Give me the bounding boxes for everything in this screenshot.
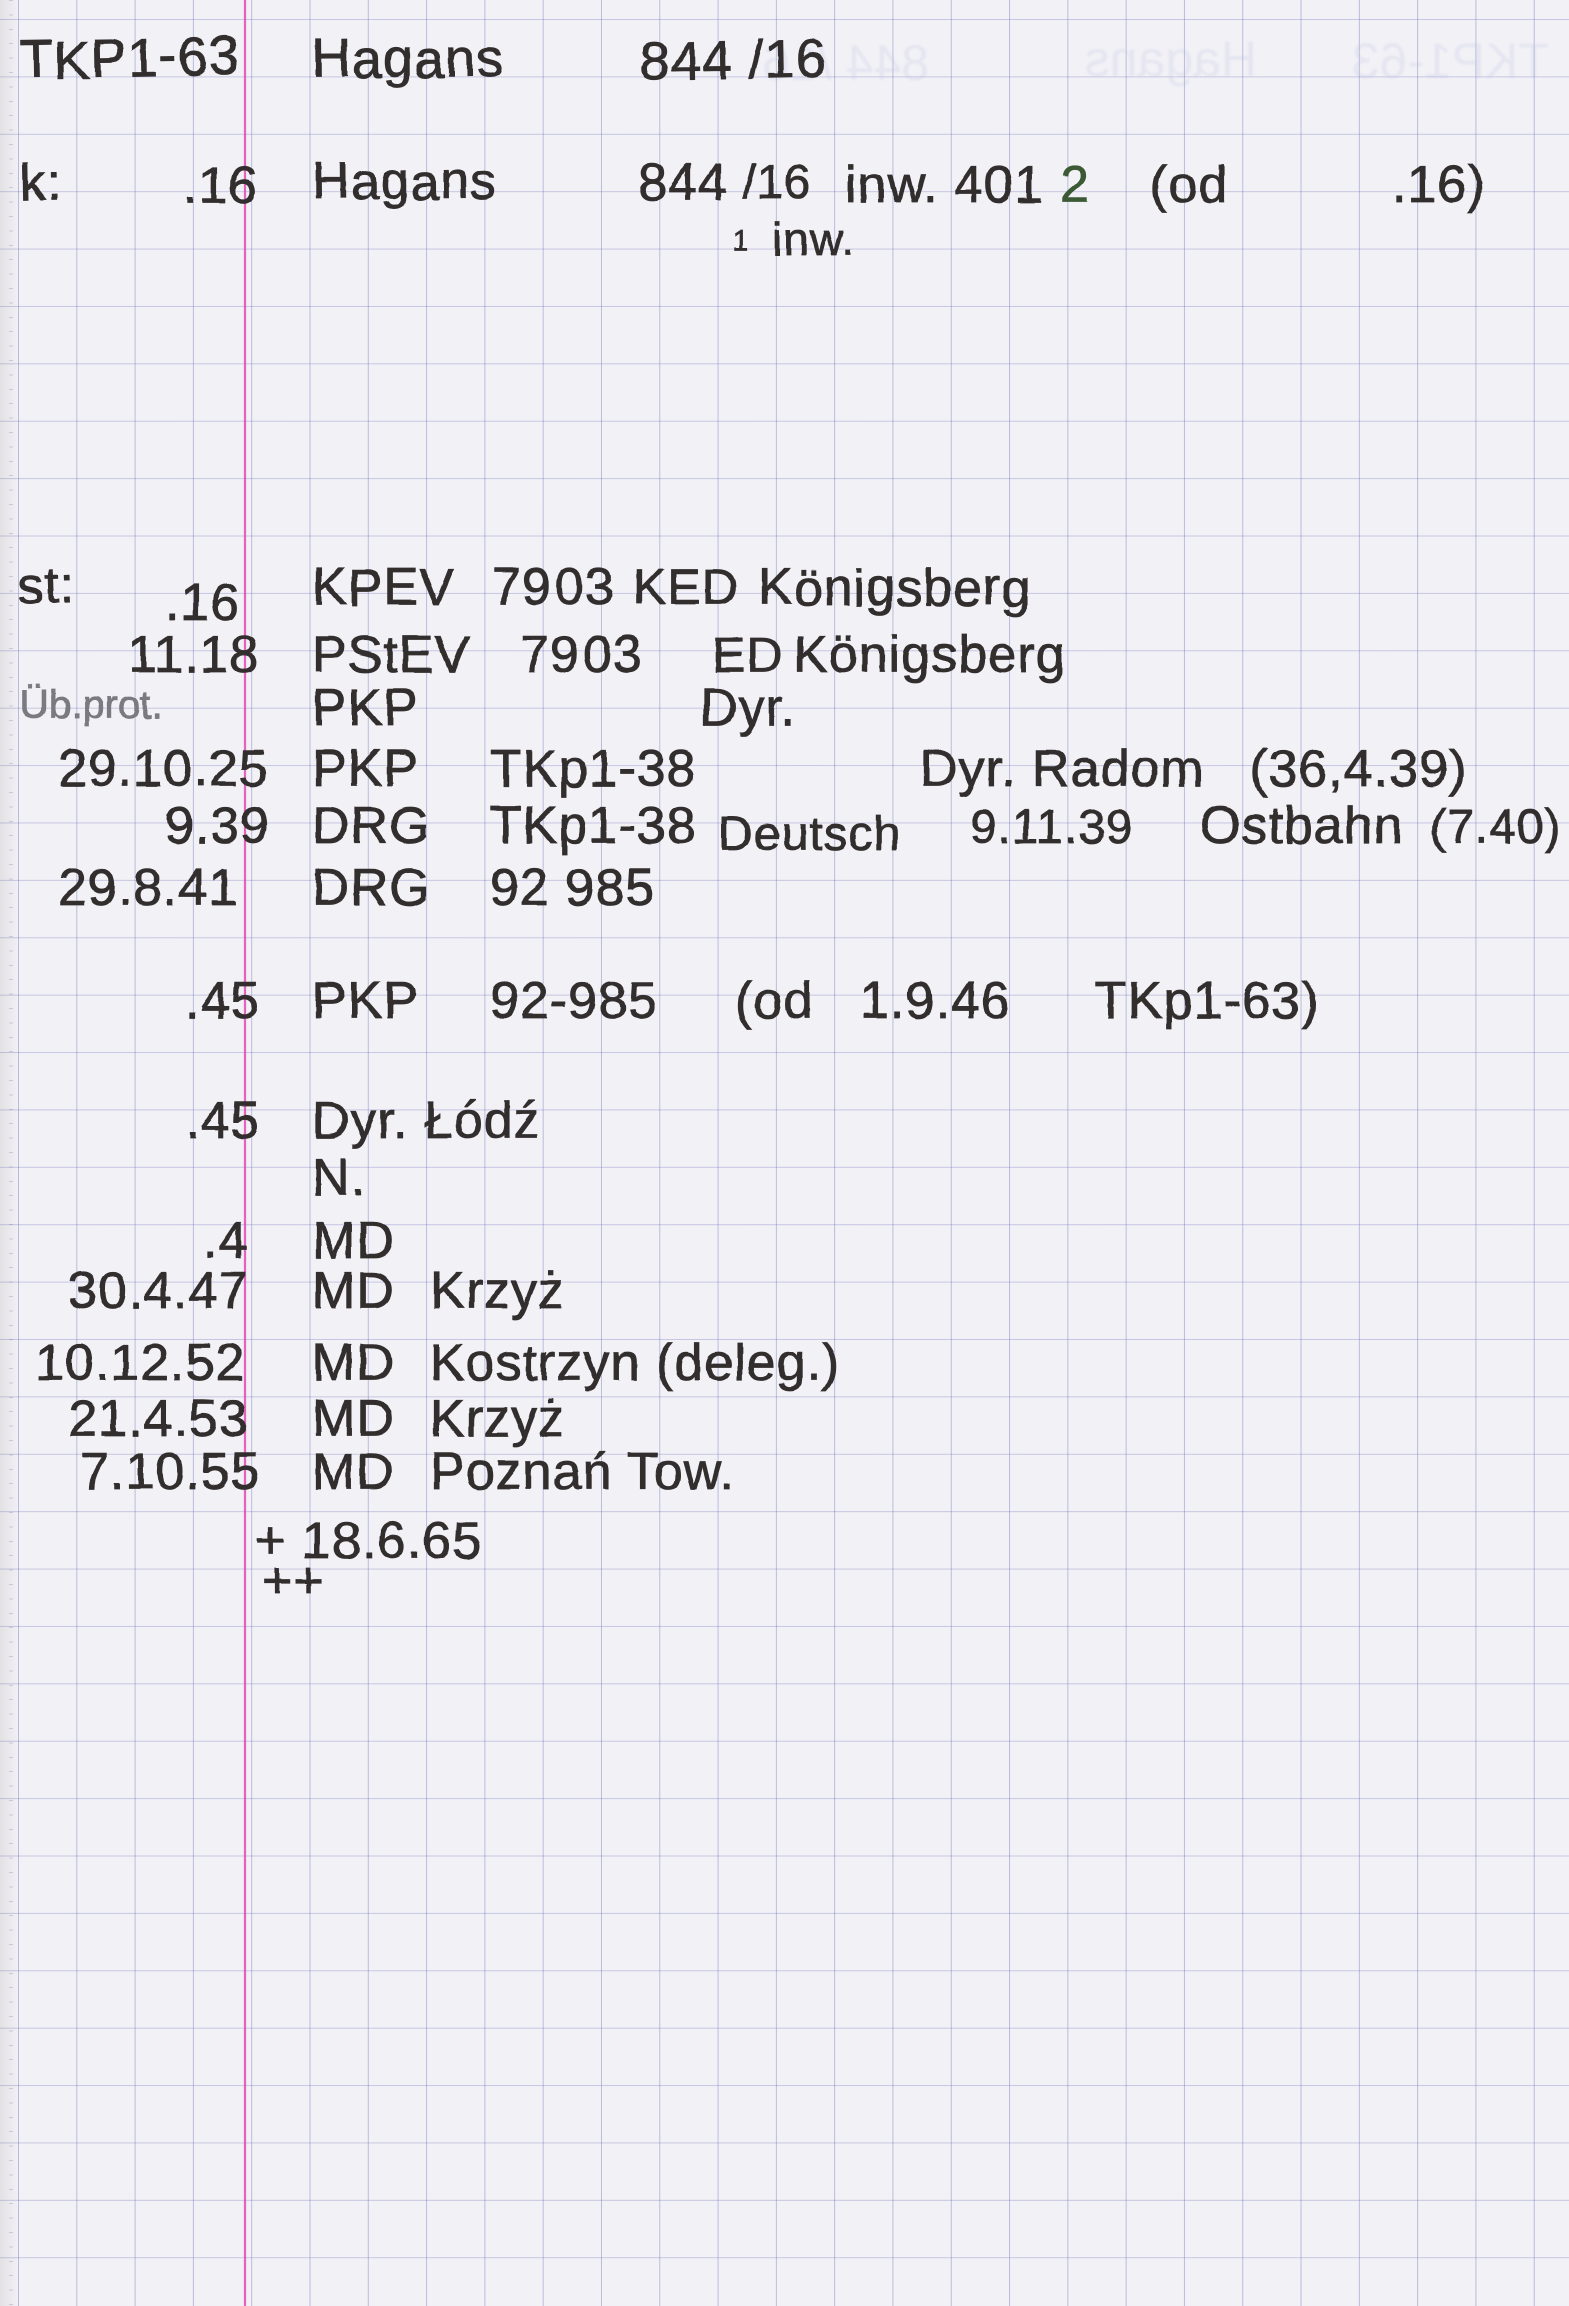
svg-text:844 /16: 844 /16 — [639, 29, 827, 92]
svg-text:KPEV: KPEV — [312, 558, 455, 618]
svg-text:92-985: 92-985 — [490, 972, 658, 1030]
svg-text:03: 03 — [555, 558, 615, 616]
svg-text:DRG: DRG — [312, 859, 431, 917]
svg-text:inw. 401: inw. 401 — [845, 156, 1044, 214]
svg-text:TKp1-63): TKp1-63) — [1095, 972, 1320, 1030]
svg-text:(od: (od — [735, 972, 813, 1030]
svg-text:N.: N. — [312, 1149, 366, 1207]
svg-text:92 985: 92 985 — [490, 859, 655, 917]
svg-text:9.11.39: 9.11.39 — [970, 801, 1134, 854]
svg-text:.16: .16 — [165, 574, 240, 632]
svg-text:KED: KED — [633, 559, 739, 615]
svg-text:.16): .16) — [1392, 156, 1486, 214]
svg-text:79: 79 — [492, 558, 552, 616]
svg-text:TKp1-38: TKp1-38 — [490, 740, 696, 798]
svg-text:844: 844 — [638, 154, 728, 212]
svg-text:Üb.prot.: Üb.prot. — [20, 683, 162, 727]
svg-text:MD: MD — [312, 1262, 395, 1320]
svg-text:Hagans: Hagans — [312, 26, 505, 91]
svg-text:PKP: PKP — [312, 679, 419, 737]
svg-text:MD: MD — [312, 1443, 395, 1501]
svg-text:1: 1 — [733, 225, 750, 256]
svg-text:Krzyż: Krzyż — [430, 1390, 565, 1448]
svg-text:7.10.55: 7.10.55 — [80, 1443, 261, 1501]
svg-text:PKP: PKP — [312, 972, 419, 1030]
svg-text:Krzyż: Krzyż — [430, 1262, 565, 1320]
svg-text:TKP1-63: TKP1-63 — [19, 24, 240, 92]
svg-text:21.4.53: 21.4.53 — [68, 1390, 249, 1448]
svg-text:79: 79 — [520, 626, 580, 684]
svg-text:/16: /16 — [742, 156, 812, 209]
svg-text:Poznań Tow.: Poznań Tow. — [430, 1443, 735, 1501]
svg-text:inw.: inw. — [772, 213, 855, 265]
svg-text:03: 03 — [583, 626, 643, 684]
svg-text:29.10.25: 29.10.25 — [58, 740, 268, 798]
svg-text:MD: MD — [312, 1334, 395, 1392]
svg-text:1.9.46: 1.9.46 — [860, 972, 1011, 1030]
svg-text:Königsberg: Königsberg — [758, 558, 1031, 618]
svg-text:TKp1-38: TKp1-38 — [490, 797, 696, 855]
svg-text:MD: MD — [312, 1390, 395, 1448]
svg-text:k:: k: — [19, 153, 62, 212]
svg-text:(od: (od — [1150, 156, 1228, 214]
svg-text:++: ++ — [262, 1552, 325, 1610]
svg-text:9.39: 9.39 — [165, 797, 270, 855]
svg-text:(36,4.39): (36,4.39) — [1250, 740, 1467, 798]
svg-text:29.8.41: 29.8.41 — [58, 859, 239, 917]
svg-text:Königsberg: Königsberg — [793, 626, 1066, 684]
svg-text:Dyr. Radom: Dyr. Radom — [920, 740, 1205, 798]
svg-text:Deutsch: Deutsch — [718, 808, 901, 861]
svg-text:PStEV: PStEV — [312, 626, 470, 684]
svg-text:.45: .45 — [185, 972, 260, 1030]
svg-text:Dyr. Łódź: Dyr. Łódź — [312, 1092, 541, 1150]
svg-text:st:: st: — [16, 556, 76, 616]
svg-text:11.18: 11.18 — [128, 626, 259, 684]
svg-text:Ostbahn: Ostbahn — [1200, 797, 1404, 855]
svg-text:.16: .16 — [183, 157, 258, 215]
svg-text:2: 2 — [1060, 156, 1090, 214]
svg-text:Hagans: Hagans — [312, 150, 498, 213]
svg-text:Kostrzyn (deleg.): Kostrzyn (deleg.) — [430, 1334, 840, 1392]
svg-text:.45: .45 — [185, 1092, 260, 1150]
svg-text:30.4.47: 30.4.47 — [68, 1262, 249, 1320]
svg-text:PKP: PKP — [312, 740, 419, 798]
svg-text:ED: ED — [712, 627, 783, 683]
svg-text:(7.40): (7.40) — [1430, 801, 1561, 854]
svg-text:DRG: DRG — [312, 797, 431, 855]
svg-text:Dyr.: Dyr. — [700, 679, 796, 737]
svg-text:10.12.52: 10.12.52 — [35, 1334, 245, 1392]
